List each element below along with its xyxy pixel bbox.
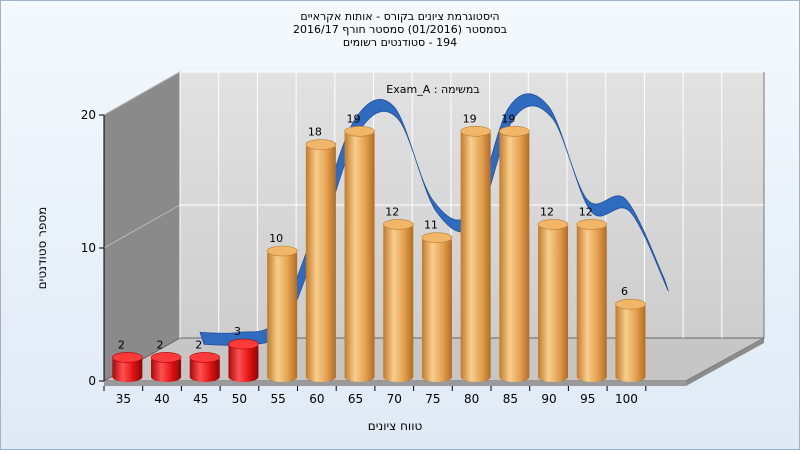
bar-35: [112, 352, 143, 382]
x-tick-label-80: 80: [464, 392, 479, 406]
bar-top: [344, 126, 375, 137]
x-tick-label-100: 100: [615, 392, 638, 406]
y-tick-label-0: 0: [88, 374, 96, 388]
data-label-70: 12: [385, 205, 399, 218]
data-label-80: 19: [463, 112, 477, 125]
bar-top: [576, 219, 608, 230]
data-label-75: 11: [424, 219, 438, 232]
data-label-50: 3: [234, 325, 241, 338]
bars: 2 2 2 3 10 18 19 12 11 19 19 12 12 6: [112, 112, 646, 382]
grid-line-left: [103, 71, 181, 116]
bar-top: [112, 352, 143, 363]
x-tick-label-75: 75: [425, 392, 440, 406]
x-tick-label-90: 90: [541, 392, 556, 406]
bar-top: [499, 126, 530, 137]
x-tick-label-60: 60: [309, 392, 324, 406]
floor-side-edge: [686, 338, 764, 386]
grid-line-left: [103, 204, 181, 249]
bar-body: [421, 239, 452, 382]
bar-top: [460, 126, 491, 137]
title-line-3: 194 - סטודנטים רשומים: [342, 36, 458, 49]
bar-95: [576, 219, 608, 382]
bar-top: [266, 245, 298, 257]
data-label-90: 12: [540, 205, 554, 218]
data-label-65: 19: [347, 112, 361, 125]
data-label-60: 18: [308, 126, 322, 139]
x-tick-label-95: 95: [580, 392, 595, 406]
bar-55: [266, 245, 298, 382]
bar-body: [576, 226, 607, 382]
data-label-85: 19: [501, 112, 515, 125]
bar-body: [460, 133, 491, 382]
data-label-45: 2: [195, 338, 202, 351]
x-tick-label-50: 50: [232, 392, 247, 406]
bar-45: [189, 352, 221, 382]
bar-85: [499, 126, 530, 382]
bar-75: [421, 232, 453, 382]
bar-top: [421, 232, 453, 243]
bar-body: [344, 133, 375, 382]
x-tick-label-35: 35: [116, 392, 131, 406]
bar-100: [615, 298, 646, 382]
y-tick-label-20: 20: [81, 108, 96, 122]
y-axis-label: מספר סטודנטים: [35, 207, 49, 290]
x-tick-label-45: 45: [193, 392, 208, 406]
bar-65: [344, 126, 375, 382]
bar-body: [228, 346, 259, 382]
x-tick-label-65: 65: [348, 392, 363, 406]
bar-50: [228, 338, 259, 382]
x-axis-label: טווח ציונים: [368, 419, 423, 433]
bar-body: [267, 253, 298, 382]
data-label-40: 2: [157, 338, 164, 351]
bar-top: [228, 338, 259, 350]
x-tick-label-85: 85: [503, 392, 518, 406]
data-label-95: 12: [579, 205, 593, 218]
bar-70: [382, 219, 414, 382]
bar-body: [383, 226, 414, 382]
bar-top: [150, 352, 182, 363]
bar-body: [112, 359, 143, 382]
bar-body: [151, 359, 182, 382]
data-label-100: 6: [621, 285, 628, 298]
x-tick-label-40: 40: [154, 392, 169, 406]
x-tick-label-55: 55: [271, 392, 286, 406]
bar-90: [537, 219, 569, 382]
chart-title: היסטוגרמת ציונים בקורס - אותות אקראיים ב…: [0, 10, 800, 49]
bar-top: [305, 139, 337, 150]
data-label-55: 10: [269, 232, 283, 245]
bar-body: [538, 226, 569, 382]
x-axis-ticks: 35 40 45 50 55 60 65 70 75 80 85 90 95 100: [103, 386, 647, 406]
bar-top: [615, 298, 646, 310]
x-tick-label-70: 70: [387, 392, 402, 406]
bar-40: [150, 352, 182, 382]
bar-body: [305, 146, 336, 382]
y-tick-label-10: 10: [81, 241, 96, 255]
data-label-35: 2: [118, 338, 125, 351]
y-axis-ticks: 0 10 20: [81, 108, 105, 388]
bar-60: [305, 139, 337, 382]
title-line-2: בסמסטר (01/2016) סמסטר חורף 2016/17: [293, 23, 507, 36]
bar-top: [382, 219, 414, 230]
bar-body: [615, 306, 646, 382]
bar-top: [189, 352, 221, 363]
bar-body: [499, 133, 530, 382]
bar-body: [189, 359, 220, 382]
floor-edge: [104, 381, 686, 386]
bar-top: [537, 219, 569, 230]
title-line-1: היסטוגרמת ציונים בקורס - אותות אקראיים: [300, 10, 500, 23]
bar-80: [460, 126, 491, 382]
series-label: Exam_A : במשימה: [386, 83, 479, 96]
